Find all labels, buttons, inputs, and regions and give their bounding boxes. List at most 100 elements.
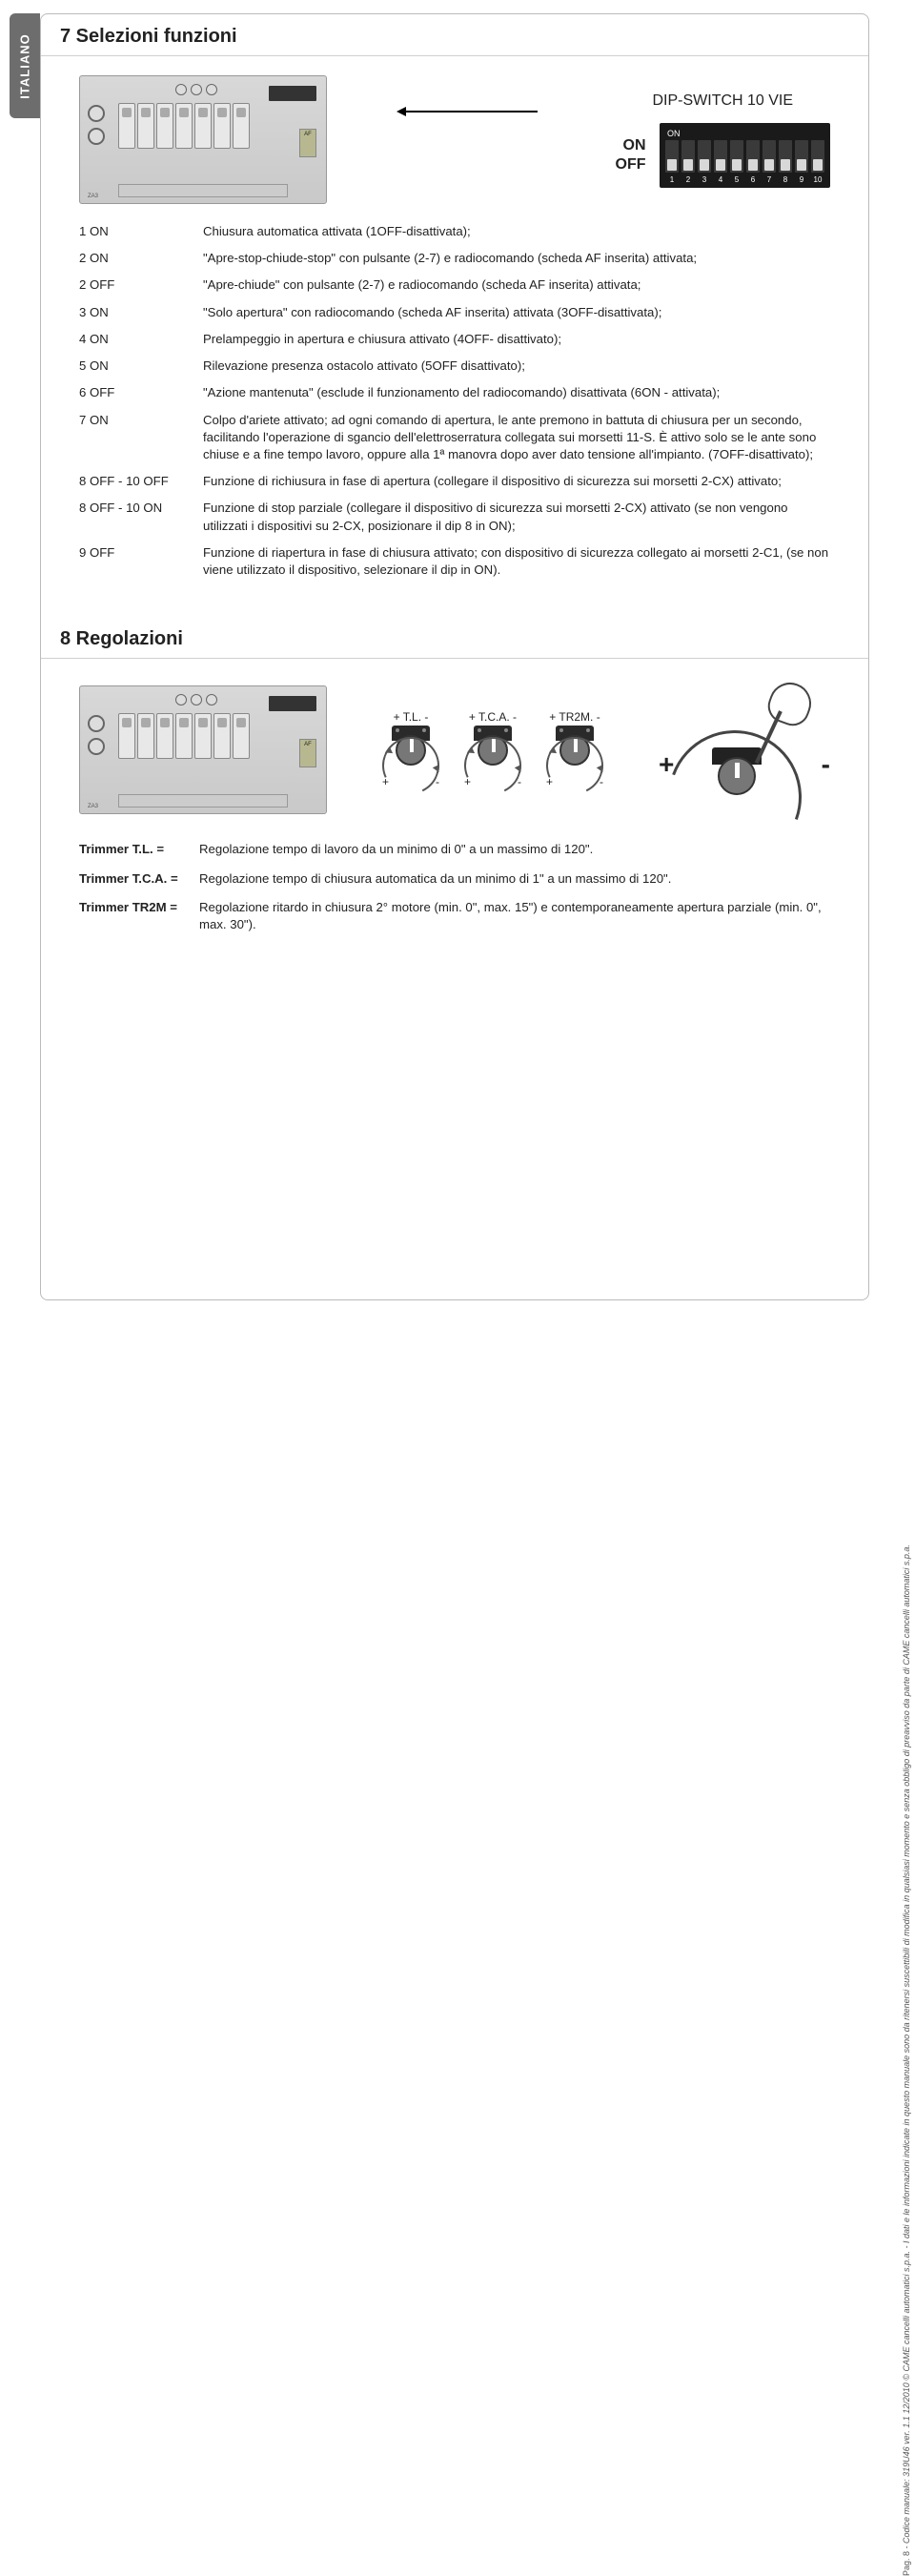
- relay-icon: [194, 713, 212, 759]
- dip-num: 10: [811, 175, 824, 184]
- table-row: 9 OFFFunzione di riapertura in fase di c…: [79, 544, 830, 579]
- dip-num: 4: [714, 175, 727, 184]
- relay-icon: [137, 713, 154, 759]
- board-relays: [118, 103, 250, 149]
- knob-icon: [88, 105, 105, 122]
- func-key: 8 OFF - 10 OFF: [79, 473, 182, 490]
- board-small-knobs: [175, 694, 217, 705]
- dip-slot: 9: [795, 140, 808, 184]
- footer-code: - Codice manuale: 319U46 ver. 1.1 12/201…: [902, 1544, 911, 2551]
- knob-icon: [88, 128, 105, 145]
- trimmer-dial-icon: [382, 729, 439, 779]
- func-key: 2 ON: [79, 250, 182, 267]
- on-off-labels: ON OFF: [616, 136, 646, 174]
- trimmer-label: + T.C.A. -: [464, 710, 521, 724]
- section-8: 8 Regolazioni: [41, 617, 868, 964]
- func-val: Rilevazione presenza ostacolo attivato (…: [203, 358, 830, 375]
- page-frame: 7 Selezioni funzioni: [40, 13, 869, 1300]
- off-label: OFF: [616, 155, 646, 174]
- dip-num: 9: [795, 175, 808, 184]
- func-val: "Apre-stop-chiude-stop" con pulsante (2-…: [203, 250, 830, 267]
- func-val: Chiusura automatica attivata (1OFF-disat…: [203, 223, 830, 240]
- func-val: "Azione mantenuta" (esclude il funzionam…: [203, 384, 830, 401]
- reg-val: Regolazione tempo di chiusura automatica…: [199, 870, 830, 888]
- section-8-title: 8 Regolazioni: [41, 617, 868, 659]
- board-knobs: [88, 105, 105, 151]
- table-row: 4 ON Prelampeggio in apertura e chiusura …: [79, 331, 830, 348]
- func-val: Colpo d'ariete attivato; ad ogni comando…: [203, 412, 830, 464]
- board-model-label: ZA3: [88, 804, 98, 809]
- dip-switch-graphic: ON 1 2 3 4 5 6 7 8 9 10: [660, 123, 830, 188]
- dip-slot: 7: [762, 140, 776, 184]
- func-key: 3 ON: [79, 304, 182, 321]
- function-table: 1 ON Chiusura automatica attivata (1OFF-d…: [41, 214, 868, 607]
- func-val: Funzione di richiusura in fase di apertu…: [203, 473, 830, 490]
- table-row: 5 ONRilevazione presenza ostacolo attiva…: [79, 358, 830, 375]
- dip-num: 1: [665, 175, 679, 184]
- section-7: 7 Selezioni funzioni: [41, 14, 868, 607]
- table-row: Trimmer T.C.A. = Regolazione tempo di chi…: [79, 870, 830, 888]
- footer-page: Pag. 8: [902, 2551, 911, 2576]
- knob-icon: [175, 84, 187, 95]
- table-row: 1 ON Chiusura automatica attivata (1OFF-d…: [79, 223, 830, 240]
- reg-key: Trimmer T.C.A. =: [79, 870, 192, 888]
- trimmer-label: + TR2M. -: [546, 710, 603, 724]
- relay-icon: [233, 103, 250, 149]
- relay-icon: [118, 713, 135, 759]
- func-key: 1 ON: [79, 223, 182, 240]
- relay-icon: [156, 713, 173, 759]
- reg-key: Trimmer T.L. =: [79, 841, 192, 858]
- dip-switch-title: DIP-SWITCH 10 VIE: [616, 92, 830, 110]
- dip-num: 7: [762, 175, 776, 184]
- dip-slot: 6: [746, 140, 760, 184]
- board-small-knobs: [175, 84, 217, 95]
- func-val: Funzione di riapertura in fase di chiusu…: [203, 544, 830, 579]
- relay-icon: [233, 713, 250, 759]
- dip-slot: 2: [681, 140, 695, 184]
- table-row: 2 OFF "Apre-chiude" con pulsante (2-7) e …: [79, 276, 830, 294]
- func-key: 4 ON: [79, 331, 182, 348]
- relay-icon: [175, 713, 193, 759]
- dip-slot: 1: [665, 140, 679, 184]
- knob-icon: [88, 715, 105, 732]
- dip-slot: 4: [714, 140, 727, 184]
- trimmer-tr2m: + TR2M. - +-: [546, 710, 603, 788]
- board-terminals: [118, 184, 288, 197]
- func-val: Prelampeggio in apertura e chiusura atti…: [203, 331, 830, 348]
- board-relays: [118, 713, 250, 759]
- reg-val: Regolazione ritardo in chiusura 2° motor…: [199, 899, 830, 933]
- board-model-label: ZA3: [88, 194, 98, 199]
- arrow-icon: [404, 111, 538, 112]
- knob-icon: [191, 694, 202, 705]
- reg-key: Trimmer TR2M =: [79, 899, 192, 933]
- dip-num: 2: [681, 175, 695, 184]
- func-key: 7 ON: [79, 412, 182, 464]
- knob-icon: [206, 84, 217, 95]
- table-row: 8 OFF - 10 OFF Funzione di richiusura in …: [79, 473, 830, 490]
- relay-icon: [194, 103, 212, 149]
- trimmer-tca: + T.C.A. - +-: [464, 710, 521, 788]
- func-val: "Solo apertura" con radiocomando (scheda…: [203, 304, 830, 321]
- relay-icon: [175, 103, 193, 149]
- table-row: 6 OFF"Azione mantenuta" (esclude il funz…: [79, 384, 830, 401]
- board-terminals: [118, 794, 288, 808]
- trimmer-label: + T.L. -: [382, 710, 439, 724]
- language-tab-label: ITALIANO: [18, 33, 32, 98]
- relay-icon: [214, 103, 231, 149]
- table-row: 7 ON Colpo d'ariete attivato; ad ogni com…: [79, 412, 830, 464]
- knob-icon: [206, 694, 217, 705]
- section-7-diagram: AF ZA3 DIP-SWITCH 10 VIE ON OFF ON 1: [41, 56, 868, 214]
- on-label: ON: [616, 136, 646, 155]
- knob-icon: [191, 84, 202, 95]
- func-key: 8 OFF - 10 ON: [79, 500, 182, 534]
- knob-icon: [175, 694, 187, 705]
- table-row: 2 ON "Apre-stop-chiude-stop" con pulsante…: [79, 250, 830, 267]
- func-key: 2 OFF: [79, 276, 182, 294]
- table-row: Trimmer TR2M =Regolazione ritardo in chi…: [79, 899, 830, 933]
- dip-slot: 3: [698, 140, 711, 184]
- dip-switch-block: DIP-SWITCH 10 VIE ON OFF ON 1 2 3 4 5: [616, 92, 830, 188]
- control-board-illustration: AF ZA3: [79, 685, 327, 814]
- func-val: "Apre-chiude" con pulsante (2-7) e radio…: [203, 276, 830, 294]
- dip-on-text: ON: [667, 129, 824, 138]
- footer-vertical-text: Pag. 8 - Codice manuale: 319U46 ver. 1.1…: [902, 1308, 911, 2576]
